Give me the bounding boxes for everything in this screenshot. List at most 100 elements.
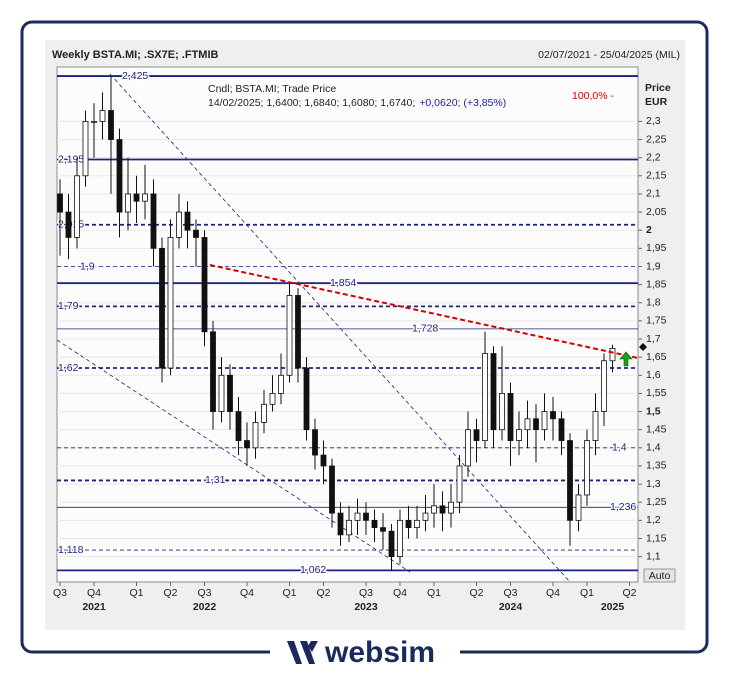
candle-body <box>218 374 225 412</box>
level-label: 2,195 <box>58 153 84 165</box>
candle-body <box>99 110 106 122</box>
level-label: 1,728 <box>412 323 438 335</box>
candle-body <box>575 494 582 521</box>
candle-body <box>473 429 480 441</box>
candle-body <box>456 465 463 503</box>
x-tick-label: Q2 <box>163 587 177 599</box>
x-tick-label: Q2 <box>622 587 636 599</box>
candle-body <box>193 229 199 238</box>
y-tick-label: 2,15 <box>646 170 667 182</box>
y-tick-label: 2,3 <box>646 115 661 127</box>
x-tick-label: Q2 <box>469 587 483 599</box>
year-label: 2024 <box>499 601 523 613</box>
level-label: 1,854 <box>330 277 356 289</box>
year-label: 2021 <box>82 601 106 613</box>
candle-body <box>482 353 488 441</box>
auto-button[interactable] <box>643 568 676 583</box>
candle-body <box>550 411 556 420</box>
candle-body <box>558 418 565 441</box>
year-label: 2023 <box>354 601 378 613</box>
y-tick-label: 2,2 <box>646 151 661 163</box>
x-tick-label: Q4 <box>393 587 407 599</box>
level-label: 1,9 <box>80 260 95 272</box>
x-tick-label: Q1 <box>427 587 441 599</box>
info-line: 14/02/2025; 1,6400; 1,6840; 1,6080; 1,67… <box>208 97 506 109</box>
candle-body <box>516 429 522 441</box>
chart-subtitle: 02/07/2021 - 25/04/2025 (MIL) <box>538 49 680 61</box>
x-tick-label: Q1 <box>282 587 296 599</box>
x-tick-label: Q3 <box>359 587 373 599</box>
level-label: 1,118 <box>58 544 84 556</box>
candles <box>57 76 616 571</box>
x-tick-label: Q1 <box>129 587 143 599</box>
candle-body <box>74 175 80 238</box>
candle-body <box>499 393 505 431</box>
y-tick-label: 1,1 <box>646 550 661 562</box>
candle-body <box>609 348 616 362</box>
candle-body <box>167 237 174 369</box>
y-tick-label: 2,25 <box>646 133 667 145</box>
y-tick-label: 2,05 <box>646 206 667 218</box>
candle-body <box>176 211 182 238</box>
resistance-line <box>209 264 639 359</box>
candle-body <box>286 295 293 376</box>
candle-body <box>431 505 437 514</box>
candle-body <box>312 429 318 456</box>
candle-body <box>363 512 369 521</box>
logo-mark <box>287 641 302 664</box>
signal-arrow <box>619 351 633 367</box>
candle-body <box>82 121 89 177</box>
y-tick-label: 1,95 <box>646 242 667 254</box>
x-axis: Q3 Q4 2021 Q1 Q2 Q3 2022 Q4 Q1 Q2 Q3 2023 Q4 Q1 Q2 Q3 20… <box>53 582 637 613</box>
candle-body <box>150 193 157 249</box>
y-tick-label: 1,5 <box>646 405 661 417</box>
candle-body <box>380 527 386 532</box>
y-tick-label: 1,4 <box>646 442 661 454</box>
candle-body <box>252 422 259 449</box>
level-label: 1,79 <box>58 300 79 312</box>
percent-label: 100,0% - <box>572 90 615 102</box>
levels: 2,4252,1952,0151,91,8541,791,7281,621,41… <box>57 68 638 578</box>
y-tick-label: 1,85 <box>646 278 667 290</box>
candle-body <box>354 512 361 521</box>
candle-body <box>584 440 590 496</box>
candle-body <box>490 353 497 431</box>
y-tick-label: 1,25 <box>646 496 667 508</box>
y-tick-label: 1,55 <box>646 387 667 399</box>
y-tick-label: 1,35 <box>646 460 667 472</box>
last-price-marker <box>639 343 647 351</box>
x-tick-label: Q2 <box>316 587 330 599</box>
candle-body <box>329 465 335 514</box>
x-tick-label: Q4 <box>87 587 101 599</box>
x-tick-label: Q4 <box>546 587 560 599</box>
x-tick-label: Q3 <box>197 587 211 599</box>
info-values: 14/02/2025; 1,6400; 1,6840; 1,6080; 1,67… <box>208 97 415 109</box>
candle-body <box>125 193 131 213</box>
y-tick-label: 1,65 <box>646 351 667 363</box>
candle-body <box>414 519 420 528</box>
x-tick-label: Q3 <box>503 587 517 599</box>
candle-body <box>184 211 191 231</box>
candle-body <box>295 295 301 369</box>
candle-body <box>303 367 310 431</box>
auto-button-label[interactable]: Auto <box>649 570 671 582</box>
candle-body <box>159 247 165 369</box>
x-tick-label: Q3 <box>53 587 67 599</box>
level-label: 1,062 <box>300 564 326 576</box>
y-tick-label: 1,7 <box>646 333 661 345</box>
candle-body <box>116 139 123 213</box>
candle-body <box>388 530 395 558</box>
candle-body <box>541 411 548 431</box>
candle-body <box>65 211 72 238</box>
trend-line <box>109 73 571 583</box>
chart-title: Weekly BSTA.MI; .SX7E; .FTMIB <box>52 49 219 61</box>
year-label: 2025 <box>601 601 625 613</box>
level-label: 1,4 <box>612 442 627 454</box>
logo-mark <box>300 641 315 664</box>
candle-body <box>142 193 148 202</box>
candle-body <box>371 519 378 528</box>
candle-body <box>567 440 573 521</box>
y-tick-label: 2,1 <box>646 188 661 200</box>
